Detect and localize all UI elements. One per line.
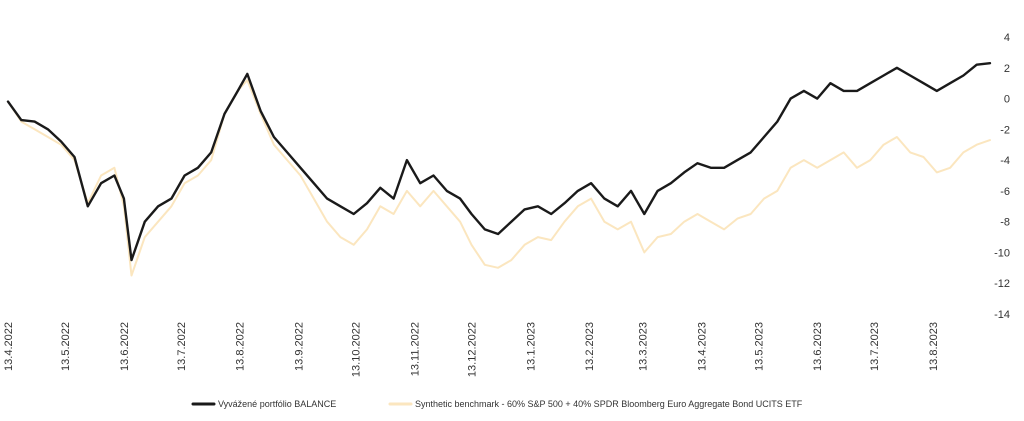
x-tick-label: 13.4.2023 <box>696 322 708 371</box>
x-tick-label: 13.3.2023 <box>637 322 649 371</box>
x-tick-label: 13.5.2023 <box>753 322 765 371</box>
x-tick-label: 13.7.2022 <box>176 322 188 371</box>
x-tick-label: 13.6.2023 <box>812 322 824 371</box>
x-tick-label: 13.8.2023 <box>928 322 940 371</box>
y-tick-label: -14 <box>994 309 1010 321</box>
y-tick-label: 0 <box>1004 94 1010 106</box>
x-tick-label: 13.7.2023 <box>869 322 881 371</box>
series-layer <box>6 62 992 277</box>
y-tick-label: -8 <box>1000 217 1010 229</box>
legend-label-benchmark: Synthetic benchmark - 60% S&P 500 + 40% … <box>415 399 803 409</box>
x-tick-label: 13.10.2022 <box>351 322 363 377</box>
series-line-portfolio <box>6 62 992 262</box>
y-tick-label: -10 <box>994 247 1010 259</box>
x-tick-label: 13.8.2022 <box>235 322 247 371</box>
x-tick-label: 13.9.2022 <box>294 322 306 371</box>
x-tick-label: 13.2.2023 <box>584 322 596 371</box>
y-tick-label: 2 <box>1004 63 1010 75</box>
series-line-benchmark <box>7 79 991 277</box>
x-tick-label: 13.11.2022 <box>410 322 422 376</box>
y-tick-label: 4 <box>1004 32 1010 44</box>
y-tick-label: -6 <box>1000 186 1010 198</box>
y-tick-label: -12 <box>994 278 1010 290</box>
x-tick-label: 13.12.2022 <box>467 322 479 377</box>
x-tick-label: 13.6.2022 <box>119 322 131 371</box>
y-axis-ticks: 4 2 0 -2 -4 -6 -8 -10 -12 -14 <box>994 32 1010 321</box>
x-tick-label: 13.4.2022 <box>3 322 15 371</box>
y-tick-label: -4 <box>1000 155 1010 167</box>
legend-label-portfolio: Vyvážené portfólio BALANCE <box>218 399 336 409</box>
x-axis-ticks: 13.4.2022 13.5.2022 13.6.2022 13.7.2022 13.8… <box>3 322 940 377</box>
x-tick-label: 13.1.2023 <box>525 322 537 371</box>
legend-item-benchmark: Synthetic benchmark - 60% S&P 500 + 40% … <box>388 399 803 409</box>
legend-item-portfolio: Vyvážené portfólio BALANCE <box>191 399 336 409</box>
y-tick-label: -2 <box>1000 124 1010 136</box>
legend: Vyvážené portfólio BALANCE Synthetic ben… <box>191 399 803 409</box>
x-tick-label: 13.5.2022 <box>60 322 72 371</box>
